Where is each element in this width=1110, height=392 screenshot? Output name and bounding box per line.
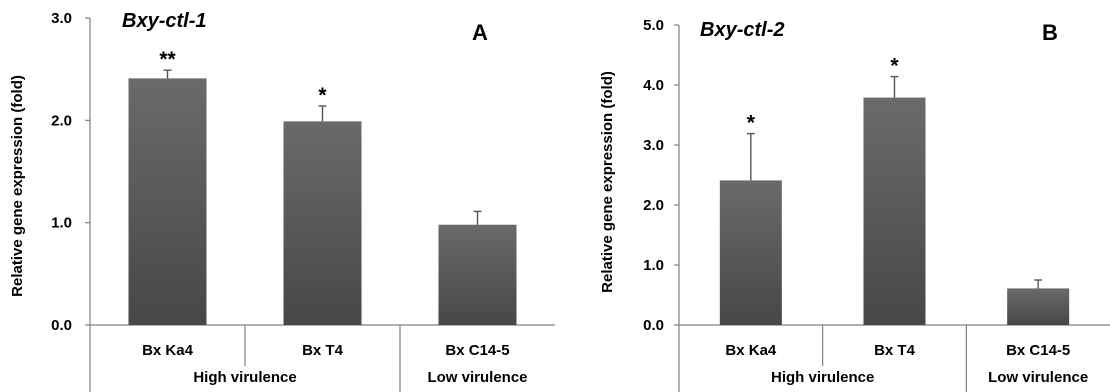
y-tick-label: 2.0 — [51, 112, 72, 129]
category-label: Bx Ka4 — [725, 342, 777, 359]
y-tick-label: 1.0 — [643, 257, 664, 274]
category-label: Bx Ka4 — [142, 342, 194, 359]
category-labels: Bx Ka4 Bx T4 Bx C14-5 — [678, 325, 1070, 392]
y-tick-label: 0.0 — [643, 317, 664, 334]
y-ticks: 0.0 1.0 2.0 3.0 — [51, 10, 90, 334]
y-tick-label: 0.0 — [51, 317, 72, 334]
y-tick-label: 5.0 — [643, 17, 664, 34]
category-label: Bx C14-5 — [445, 342, 509, 359]
bar — [1007, 288, 1070, 325]
bar — [438, 224, 517, 325]
bar — [128, 78, 207, 325]
y-tick-label: 3.0 — [51, 10, 72, 27]
bars: ** — [719, 55, 1070, 325]
group-label: Low virulence — [988, 369, 1088, 386]
category-labels: Bx Ka4 Bx T4 Bx C14-5 — [89, 325, 510, 392]
y-tick-label: 4.0 — [643, 77, 664, 94]
significance-marker: * — [890, 55, 899, 78]
chart-title: Bxy-ctl-1 — [122, 10, 206, 32]
chart-title: Bxy-ctl-2 — [700, 19, 784, 41]
y-tick-label: 2.0 — [643, 197, 664, 214]
chart-panel-b: Relative gene expression (fold) Bxy-ctl-… — [599, 17, 1110, 392]
group-label: Low virulence — [427, 369, 527, 386]
significance-marker: ** — [159, 48, 176, 71]
y-tick-label: 1.0 — [51, 215, 72, 232]
y-axis-label: Relative gene expression (fold) — [9, 75, 26, 297]
chart-panel-a: Relative gene expression (fold) Bxy-ctl-… — [9, 10, 555, 392]
group-labels: High virulence Low virulence — [771, 369, 1088, 386]
bars: *** — [128, 48, 517, 326]
panel-label: A — [472, 20, 488, 45]
y-axis-label: Relative gene expression (fold) — [599, 71, 616, 293]
significance-marker: * — [747, 112, 756, 135]
significance-marker: * — [318, 84, 327, 107]
bar — [283, 121, 362, 326]
group-labels: High virulence Low virulence — [193, 369, 527, 386]
bar — [863, 97, 926, 325]
category-label: Bx T4 — [874, 342, 916, 359]
category-label: Bx T4 — [302, 342, 344, 359]
panel-label: B — [1042, 20, 1058, 45]
group-label: High virulence — [193, 369, 296, 386]
bar — [719, 180, 782, 325]
y-tick-label: 3.0 — [643, 137, 664, 154]
y-ticks: 0.0 1.0 2.0 3.0 4.0 5.0 — [643, 17, 679, 334]
category-label: Bx C14-5 — [1006, 342, 1070, 359]
group-label: High virulence — [771, 369, 874, 386]
